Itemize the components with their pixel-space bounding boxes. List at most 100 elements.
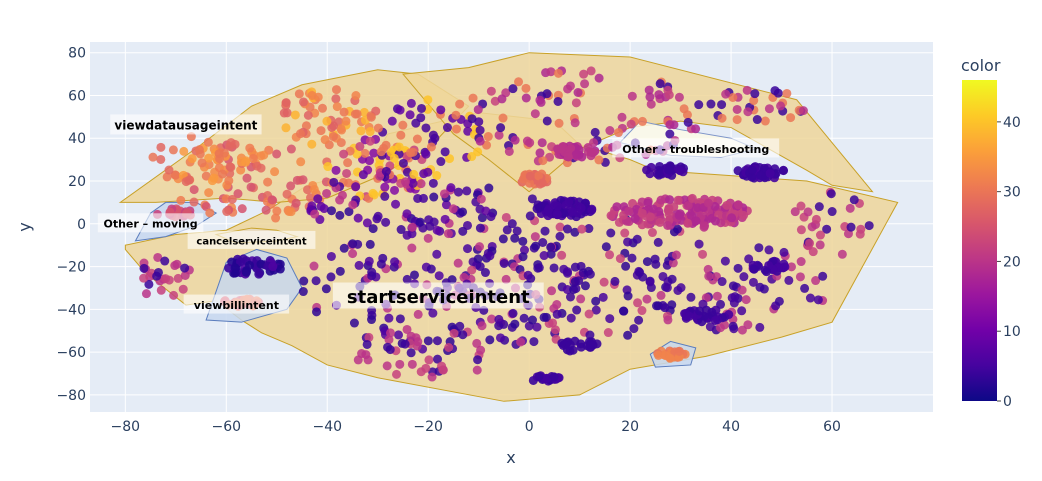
data-point: [139, 263, 149, 273]
data-point: [703, 198, 713, 208]
colorbar-tick-label: 40: [1003, 115, 1021, 131]
data-point: [580, 79, 590, 89]
data-point: [642, 294, 652, 304]
data-point: [309, 184, 319, 194]
data-point: [603, 328, 613, 338]
data-point: [164, 275, 174, 285]
data-point: [463, 244, 473, 254]
data-point: [156, 285, 166, 295]
data-point: [576, 294, 586, 304]
data-point: [498, 234, 508, 244]
data-point: [698, 249, 708, 259]
data-point: [406, 331, 416, 341]
data-point: [416, 113, 426, 123]
data-point: [606, 211, 616, 221]
data-point: [739, 272, 749, 282]
cluster-label: startserviceintent: [347, 287, 530, 308]
data-point: [365, 127, 375, 137]
data-point: [737, 306, 747, 316]
data-point: [369, 148, 379, 158]
data-point: [189, 197, 199, 207]
data-point: [846, 222, 856, 232]
cluster-label-bg: [183, 294, 290, 314]
data-point: [664, 209, 674, 219]
cluster-labels: startserviceintent viewdatausageintent Oth…: [97, 114, 780, 314]
data-point: [344, 178, 354, 188]
data-point: [407, 222, 417, 232]
data-point: [395, 314, 405, 324]
data-point: [501, 274, 511, 284]
data-point: [335, 195, 345, 205]
data-point: [800, 283, 810, 293]
data-point: [623, 237, 633, 247]
data-point: [567, 206, 577, 216]
data-point: [795, 272, 805, 282]
data-point: [437, 361, 447, 371]
data-point: [504, 146, 514, 156]
data-point: [270, 167, 280, 177]
data-point: [416, 179, 426, 189]
data-point: [646, 99, 656, 109]
data-point: [495, 333, 505, 343]
data-point: [563, 152, 573, 162]
data-point: [402, 324, 412, 334]
data-point: [655, 79, 665, 89]
data-point: [453, 258, 463, 268]
cluster-label: Other – moving: [103, 218, 197, 231]
data-point: [246, 182, 256, 192]
data-point: [637, 116, 647, 126]
data-point: [405, 110, 415, 120]
data-point: [630, 214, 640, 224]
data-point: [396, 225, 406, 235]
data-point: [171, 170, 181, 180]
data-point: [525, 211, 535, 221]
data-point: [365, 136, 375, 146]
data-point: [770, 86, 780, 96]
data-point: [496, 123, 506, 133]
data-point: [458, 330, 468, 340]
data-point: [549, 263, 559, 273]
data-point: [737, 285, 747, 295]
data-point: [674, 165, 684, 175]
data-point: [406, 98, 416, 108]
data-point: [421, 363, 431, 373]
data-point: [317, 103, 327, 113]
data-point: [449, 328, 459, 338]
data-point: [313, 194, 323, 204]
data-point: [415, 217, 425, 227]
data-point: [296, 157, 306, 167]
data-point: [427, 372, 437, 382]
data-point: [742, 85, 752, 95]
data-point: [408, 178, 418, 188]
data-point: [412, 134, 422, 144]
data-point: [242, 173, 252, 183]
data-point: [354, 260, 364, 270]
data-point: [307, 139, 317, 149]
data-point: [364, 156, 374, 166]
data-point: [629, 324, 639, 334]
data-point: [525, 138, 535, 148]
data-point: [303, 185, 313, 195]
data-point: [565, 292, 575, 302]
data-point: [421, 123, 431, 133]
data-point: [557, 250, 567, 260]
data-point: [418, 193, 428, 203]
data-point: [451, 110, 461, 120]
data-point: [538, 156, 548, 166]
data-point: [720, 256, 730, 266]
data-point: [331, 165, 341, 175]
data-point: [691, 216, 701, 226]
data-point: [429, 192, 439, 202]
data-point: [153, 252, 163, 262]
data-point: [530, 232, 540, 242]
data-point: [400, 339, 410, 349]
data-point: [645, 92, 655, 102]
data-point: [475, 242, 485, 252]
data-point: [605, 126, 615, 136]
data-point: [748, 277, 758, 287]
data-point: [332, 102, 342, 112]
data-point: [651, 259, 661, 269]
data-point: [521, 93, 531, 103]
data-point: [376, 147, 386, 157]
data-point: [322, 116, 332, 126]
